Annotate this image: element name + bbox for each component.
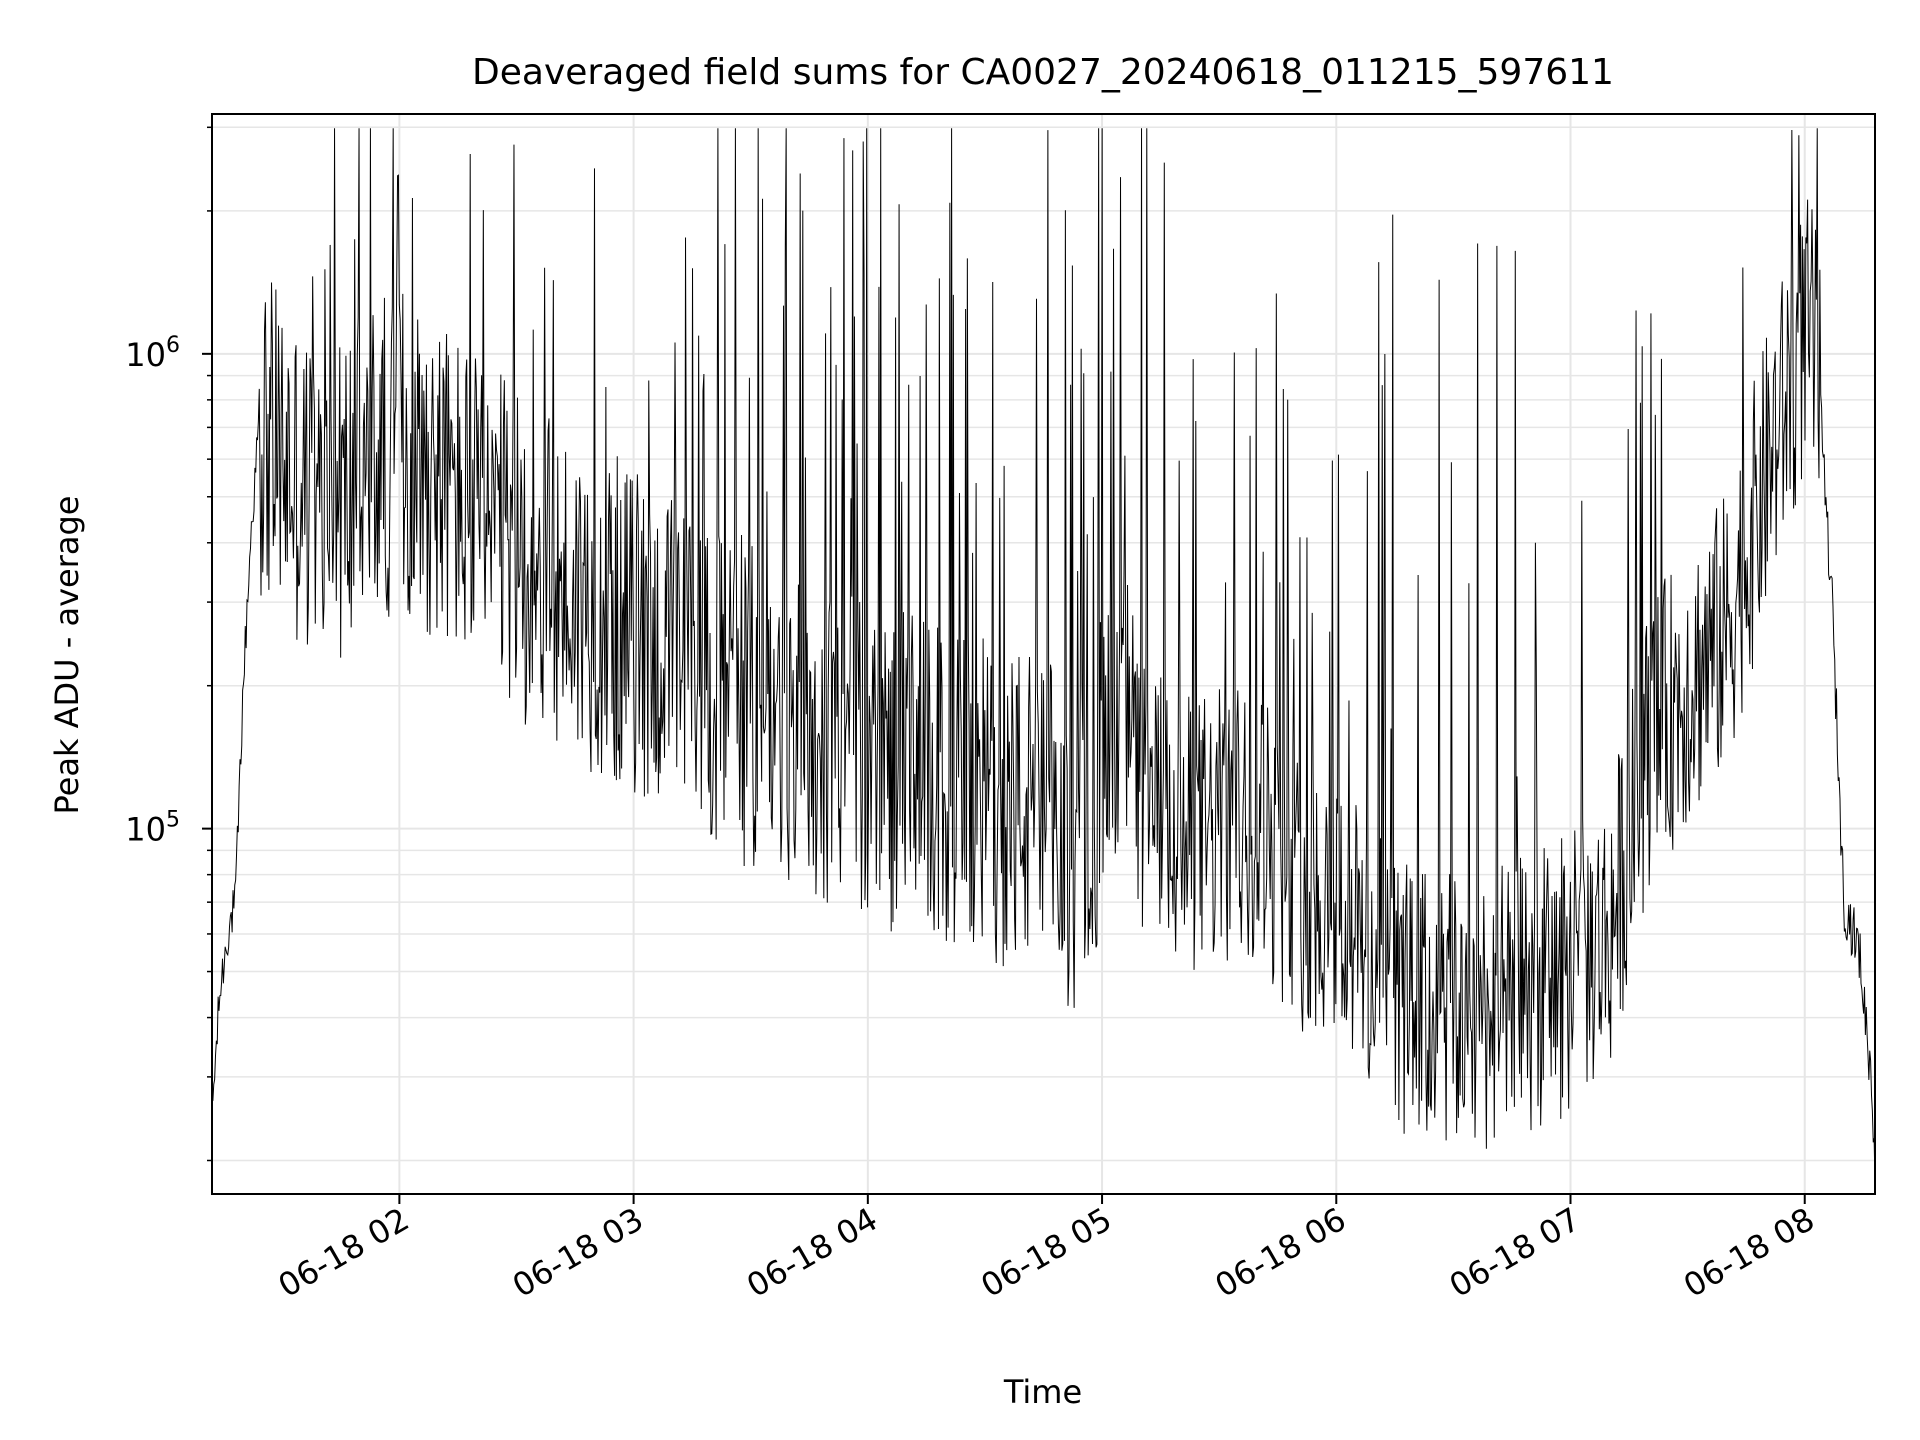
chart-title: Deaveraged field sums for CA0027_2024061… bbox=[472, 52, 1614, 93]
series-layer bbox=[211, 128, 1876, 1185]
y-tick-label: 105 bbox=[125, 808, 180, 849]
series-line bbox=[211, 128, 1876, 1185]
y-tick-exponent: 6 bbox=[166, 333, 180, 358]
y-tick-base: 10 bbox=[125, 336, 166, 374]
y-tick-base: 10 bbox=[125, 811, 166, 849]
plot-frame bbox=[211, 113, 1876, 1195]
y-tick-exponent: 5 bbox=[166, 808, 180, 833]
x-axis-label: Time bbox=[1003, 1373, 1082, 1411]
y-axis-label: Peak ADU - average bbox=[48, 496, 86, 815]
y-tick-label: 106 bbox=[125, 333, 180, 374]
